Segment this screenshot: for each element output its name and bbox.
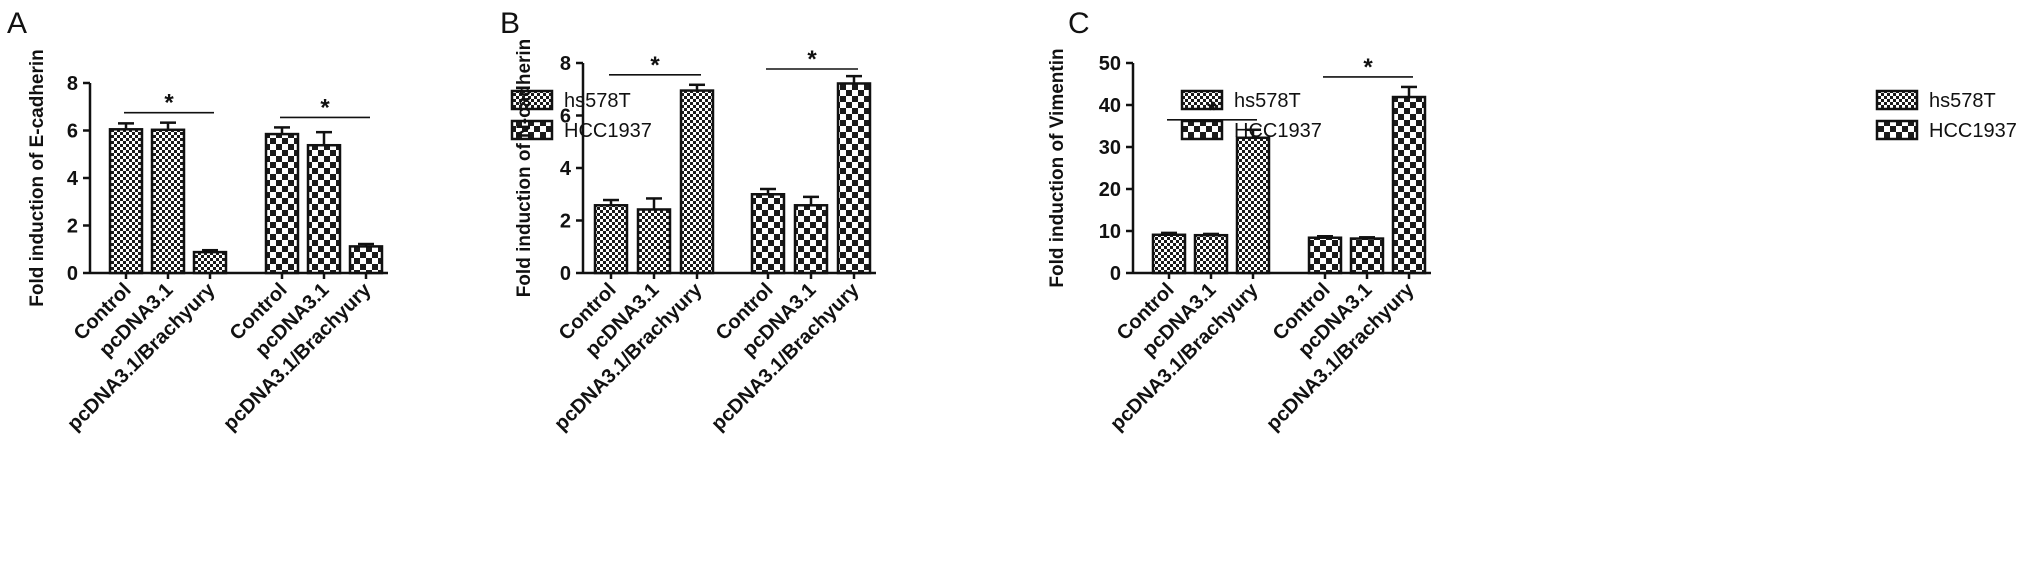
y-tick-label: 0 xyxy=(560,263,571,285)
y-tick-label: 4 xyxy=(67,168,79,190)
legend-label-hcc1937: HCC1937 xyxy=(1929,120,2017,142)
legend-swatch-hcc1937 xyxy=(1180,119,1224,141)
legend-label-hs578t: hs578T xyxy=(1929,90,1996,112)
bar-hs578t-3 xyxy=(1235,136,1271,275)
y-tick-label: 2 xyxy=(560,211,571,233)
y-axis-label: Fold induction of Vimentin xyxy=(1047,48,1068,287)
bar-hs578t-1 xyxy=(1151,233,1187,275)
significance-star: * xyxy=(1363,54,1373,81)
legend-swatch-hcc1937 xyxy=(510,119,554,141)
y-tick-label: 30 xyxy=(1099,137,1121,159)
panel-label: C xyxy=(1068,7,1090,40)
panel-label: A xyxy=(7,7,27,40)
bar-hcc1937-2 xyxy=(1349,237,1385,275)
significance-star: * xyxy=(320,94,330,121)
bar-hs578t-2 xyxy=(636,208,672,275)
bar-hs578t-2 xyxy=(1193,233,1229,275)
y-tick-label: 40 xyxy=(1099,95,1121,117)
legend-swatch-hcc1937 xyxy=(1875,119,1919,141)
bar-hs578t-2 xyxy=(150,128,186,275)
legend-swatch-hs578t xyxy=(1875,89,1919,111)
legend-swatch-hs578t xyxy=(510,89,554,111)
bar-hcc1937-3 xyxy=(836,82,872,275)
significance-star: * xyxy=(164,90,174,117)
legend-label-hcc1937: HCC1937 xyxy=(1234,120,1322,142)
y-axis-label: Fold induction of N-cadherin xyxy=(514,39,535,298)
legend-swatch-hs578t xyxy=(1180,89,1224,111)
bar-hs578t-1 xyxy=(593,204,629,275)
y-tick-label: 10 xyxy=(1099,221,1121,243)
y-tick-label: 6 xyxy=(560,106,571,128)
bar-hcc1937-2 xyxy=(306,143,342,275)
y-axis-label: Fold induction of E-cadherin xyxy=(27,49,48,307)
legend-label-hs578t: hs578T xyxy=(564,90,631,112)
y-tick-label: 8 xyxy=(560,53,571,75)
bar-hs578t-3 xyxy=(679,89,715,275)
y-tick-label: 0 xyxy=(1110,263,1121,285)
bar-hcc1937-3 xyxy=(1391,95,1427,275)
bar-hs578t-1 xyxy=(108,128,144,275)
bar-hcc1937-1 xyxy=(1307,236,1343,275)
bar-hs578t-3 xyxy=(192,250,228,275)
legend-label-hs578t: hs578T xyxy=(1234,90,1301,112)
significance-star: * xyxy=(650,52,660,79)
bar-hcc1937-1 xyxy=(264,132,300,275)
significance-star: * xyxy=(1207,97,1217,124)
y-tick-label: 6 xyxy=(67,121,78,143)
y-tick-label: 20 xyxy=(1099,179,1121,201)
y-tick-label: 2 xyxy=(67,216,78,238)
bar-hcc1937-2 xyxy=(793,204,829,275)
legend-label-hcc1937: HCC1937 xyxy=(564,120,652,142)
significance-star: * xyxy=(807,46,817,73)
y-tick-label: 4 xyxy=(560,158,572,180)
y-tick-label: 50 xyxy=(1099,53,1121,75)
y-tick-label: 8 xyxy=(67,73,78,95)
bar-hcc1937-3 xyxy=(348,245,384,275)
bar-hcc1937-1 xyxy=(750,193,786,275)
panel-label: B xyxy=(500,7,520,40)
y-tick-label: 0 xyxy=(67,263,78,285)
